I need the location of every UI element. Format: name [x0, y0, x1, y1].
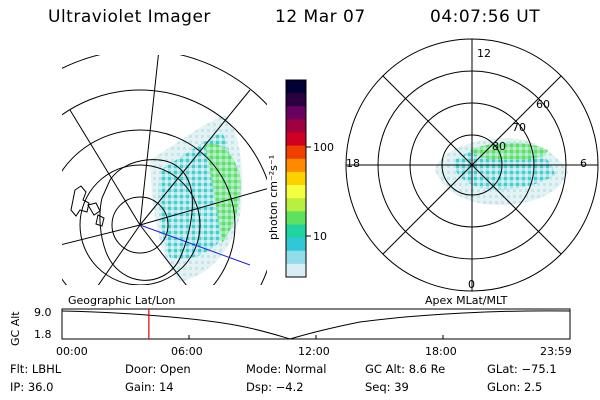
colorbar-swatch: [286, 237, 306, 252]
map-noon-meridian: [139, 224, 251, 266]
param-gain: Gain: 14: [125, 380, 174, 394]
time-label: 04:07:56 UT: [430, 7, 541, 27]
param-dsp: Dsp: −4.2: [246, 380, 304, 394]
colorbar-swatch: [286, 198, 306, 212]
param-mode: Mode: Normal: [246, 362, 327, 376]
param-glat: GLat: −75.1: [487, 362, 557, 376]
param-door: Door: Open: [125, 362, 191, 376]
param-ip: IP: 36.0: [10, 380, 54, 394]
map-coastline: [99, 159, 193, 281]
timeline-left-label: Geographic Lat/Lon: [68, 294, 176, 307]
colorbar-swatch: [286, 80, 306, 94]
colorbar-swatch: [286, 119, 306, 134]
timeline-ytick-top: 9.0: [34, 306, 52, 319]
param-glon: GLon: 2.5: [487, 380, 543, 394]
lat-label-60: 60: [536, 98, 550, 111]
timeline-xtick-label: 12:00: [298, 345, 330, 358]
date-label: 12 Mar 07: [275, 7, 366, 27]
colorbar-swatch: [286, 106, 306, 120]
mlt-label-6: 6: [580, 157, 587, 170]
mlt-label-12: 12: [477, 47, 491, 60]
lat-label-80: 80: [492, 140, 506, 153]
timeline-ytick-bottom: 1.8: [34, 328, 52, 341]
instrument-title: Ultraviolet Imager: [48, 7, 211, 27]
colorbar-swatch: [286, 224, 306, 239]
param-gc-alt: GC Alt: 8.6 Re: [365, 362, 446, 376]
colorbar-swatch: [286, 185, 306, 199]
mlt-label-0: 0: [468, 278, 475, 291]
colorbar-swatch: [286, 263, 306, 278]
timeline-xtick-label: 06:00: [171, 345, 203, 358]
colorbar-tick-10: 10: [313, 230, 327, 243]
altitude-curve: [61, 310, 571, 340]
lat-label-70: 70: [512, 121, 526, 134]
param-seq: Seq: 39: [365, 380, 409, 394]
colorbar-swatch: [286, 132, 306, 147]
timeline-xtick-label: 00:00: [56, 345, 88, 358]
timeline-xtick-label: 18:00: [425, 345, 457, 358]
map-aurora-green: [205, 143, 241, 243]
colorbar-swatch: [286, 250, 306, 265]
colorbar-tick-100: 100: [313, 141, 334, 154]
param-flt: Flt: LBHL: [10, 362, 62, 376]
mlt-label-18: 18: [346, 157, 360, 170]
colorbar-swatch: [286, 211, 306, 225]
colorbar-swatch: [286, 158, 306, 173]
colorbar-swatch: [286, 171, 306, 186]
colorbar-swatch: [286, 93, 306, 107]
timeline-xtick-label: 23:59: [540, 345, 572, 358]
colorbar-swatch: [286, 145, 306, 160]
timeline-right-label: Apex MLat/MLT: [425, 294, 508, 307]
